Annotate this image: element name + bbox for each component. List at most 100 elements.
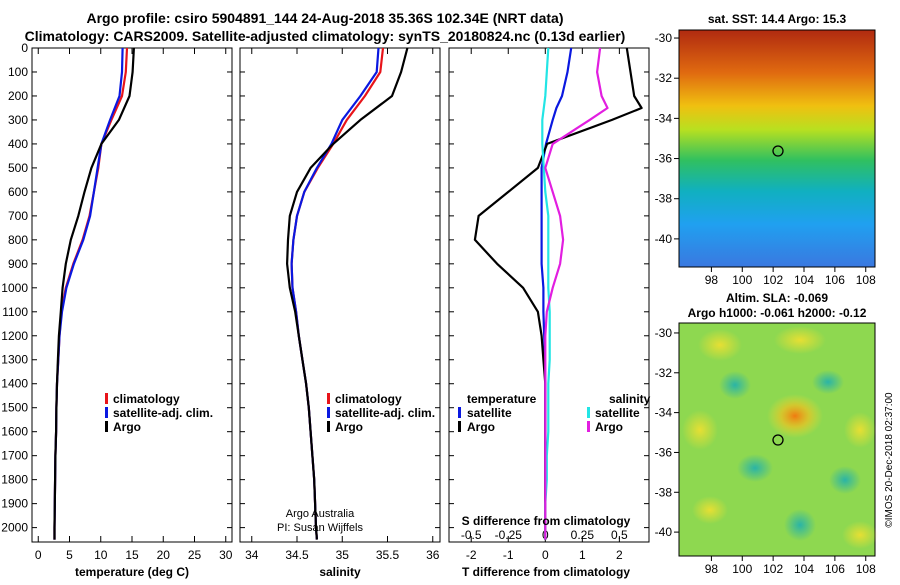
difference-legend: temperature satellite Argo salinity sate… — [458, 392, 651, 434]
legend-label-climatology: climatology — [335, 392, 402, 406]
sst-map-lat-label: -30 — [655, 31, 673, 45]
sla-map-lat-label: -30 — [655, 326, 673, 340]
temperature-xtick-label: 5 — [66, 548, 73, 562]
sla-map-ticks: -30 -32 -34 -36 -38 -40 98 100 102 104 106 108 — [655, 326, 876, 576]
legend-swatch-argo — [105, 421, 108, 432]
depth-tick-label: 1500 — [1, 401, 28, 415]
difference-s-tick-label: 0.25 — [571, 528, 595, 542]
depth-tick-label: 1000 — [1, 281, 28, 295]
temperature-series — [53, 47, 135, 540]
salinity-panel-frame — [239, 47, 441, 543]
sla-map-lon-label: 104 — [794, 562, 814, 576]
temperature-xtick-label: 0 — [35, 548, 42, 562]
depth-tick-label: 300 — [8, 113, 28, 127]
sla-map-title-2: Argo h1000: -0.061 h2000: -0.12 — [688, 306, 867, 320]
salinity-ticks: 34 34.5 35 35.5 36 — [240, 47, 440, 562]
sst-map-lon-label: 102 — [763, 273, 783, 287]
depth-tick-label: 0 — [21, 41, 28, 55]
sst-map — [678, 29, 876, 268]
credit-line-2: PI: Susan Wijffels — [277, 522, 363, 534]
sst-map-lon-label: 106 — [825, 273, 845, 287]
legend-title-temperature: temperature — [467, 392, 537, 406]
difference-s-tick-label: -0.25 — [495, 528, 523, 542]
depth-tick-label: 500 — [8, 161, 28, 175]
temperature-ticks: 0 5 10 15 20 25 30 — [32, 47, 233, 562]
legend-label-argo: Argo — [113, 420, 141, 434]
depth-tick-label: 900 — [8, 257, 28, 271]
credit-line-1: Argo Australia — [286, 508, 355, 520]
depth-tick-label: 1200 — [1, 329, 28, 343]
sla-map-lon-label: 108 — [856, 562, 876, 576]
salinity-series-climatology — [290, 47, 385, 540]
sst-map-lon-label: 98 — [705, 273, 719, 287]
legend-swatch-t-argo — [458, 421, 461, 432]
difference-series-temperature-argo — [473, 47, 643, 540]
difference-ticks: -2 -1 0 1 2-0.5 -0.25 0 0.25 0.5 — [449, 47, 649, 562]
depth-tick-label: 1600 — [1, 425, 28, 439]
temperature-xlabel: temperature (deg C) — [75, 565, 189, 579]
sla-map-lon-label: 102 — [763, 562, 783, 576]
depth-tick-label: 700 — [8, 209, 28, 223]
legend-label-t-argo: Argo — [467, 420, 495, 434]
difference-xtick-label: 0 — [542, 548, 549, 562]
sst-map-lat-label: -38 — [655, 192, 673, 206]
legend-swatch-climatology — [105, 393, 108, 404]
salinity-xtick-label: 34 — [245, 548, 259, 562]
sla-map-lon-label: 100 — [732, 562, 752, 576]
depth-axis-labels: 0 100 200 300 400 500 600 700 800 900 1000 1100 1200… — [1, 41, 28, 535]
salinity-xtick-label: 35 — [336, 548, 350, 562]
sla-map-lat-label: -38 — [655, 485, 673, 499]
legend-label-t-satellite: satellite — [467, 406, 512, 420]
sla-map-title-1: Altim. SLA: -0.069 — [726, 291, 828, 305]
sla-map-lat-label: -40 — [655, 525, 673, 539]
title-line-2: Climatology: CARS2009. Satellite-adjuste… — [25, 28, 626, 44]
sst-map-lon-label: 108 — [856, 273, 876, 287]
title-line-1: Argo profile: csiro 5904891_144 24-Aug-2… — [87, 10, 564, 26]
imos-watermark: ©IMOS 20-Dec-2018 02:37:00 — [884, 392, 895, 528]
sst-map-lat-label: -36 — [655, 152, 673, 166]
depth-tick-label: 200 — [8, 89, 28, 103]
difference-xtick-label: 1 — [579, 548, 586, 562]
difference-xtick-label: -1 — [503, 548, 514, 562]
salinity-series-satellite-adj-clim- — [290, 47, 380, 540]
legend-label-satellite: satellite-adj. clim. — [335, 406, 435, 420]
legend-label-satellite: satellite-adj. clim. — [113, 406, 213, 420]
difference-top-label: S difference from climatology — [462, 514, 631, 528]
temperature-legend: climatology satellite-adj. clim. Argo — [105, 392, 213, 434]
depth-tick-label: 100 — [8, 65, 28, 79]
legend-swatch-s-argo — [587, 421, 590, 432]
sla-map-lon-label: 98 — [705, 562, 719, 576]
sla-map-lat-label: -34 — [655, 406, 673, 420]
depth-tick-label: 2000 — [1, 521, 28, 535]
sst-map-ticks: -30 -32 -34 -36 -38 -40 98 100 102 104 106 108 — [655, 31, 876, 287]
salinity-xtick-label: 34.5 — [285, 548, 309, 562]
temperature-series-satellite-adj-clim- — [53, 47, 124, 540]
salinity-series — [286, 47, 409, 540]
salinity-xtick-label: 36 — [426, 548, 440, 562]
difference-xtick-label: 2 — [616, 548, 623, 562]
salinity-xlabel: salinity — [319, 565, 361, 579]
depth-tick-label: 1900 — [1, 497, 28, 511]
legend-swatch-argo — [327, 421, 330, 432]
argo-location-marker-sla — [772, 434, 784, 446]
difference-panel-frame — [448, 47, 650, 543]
difference-xlabel: T difference from climatology — [462, 565, 630, 579]
legend-swatch-climatology — [327, 393, 330, 404]
legend-swatch-satellite — [105, 407, 108, 418]
depth-tick-label: 400 — [8, 137, 28, 151]
depth-tick-label: 1100 — [2, 305, 28, 319]
difference-series-salinity-argo — [544, 47, 609, 540]
sst-map-lat-label: -32 — [655, 71, 673, 85]
difference-series — [473, 47, 643, 540]
salinity-legend: climatology satellite-adj. clim. Argo — [327, 392, 435, 434]
temperature-xtick-label: 30 — [219, 548, 233, 562]
difference-series-salinity-satellite — [541, 47, 551, 540]
depth-tick-label: 1800 — [1, 473, 28, 487]
argo-location-marker-sst — [772, 145, 784, 157]
sst-map-lon-label: 104 — [794, 273, 814, 287]
sla-anomaly-pattern — [682, 326, 878, 549]
difference-s-tick-label: 0.5 — [611, 528, 628, 542]
sst-map-lon-label: 100 — [732, 273, 752, 287]
temperature-xtick-label: 25 — [188, 548, 202, 562]
